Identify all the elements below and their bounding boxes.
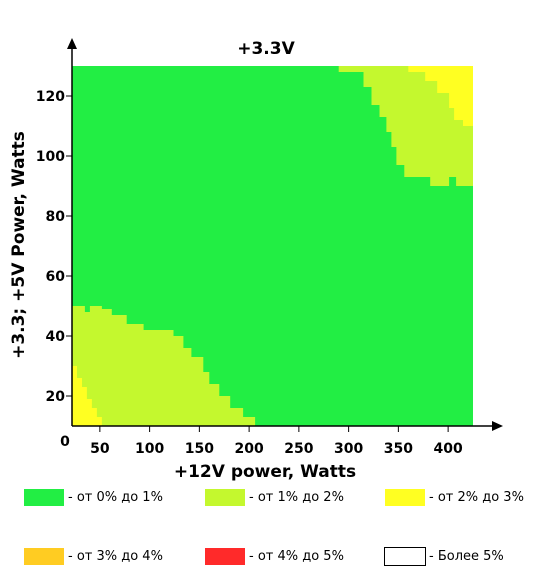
x-tick-label: 400 (434, 441, 463, 457)
x-tick-label: 300 (334, 441, 363, 457)
x-tick-label: 350 (384, 441, 413, 457)
y-tick-label: 40 (46, 329, 66, 345)
x-tick-label: 50 (90, 441, 110, 457)
chart-title: +3.3V (237, 39, 295, 59)
y-tick-label: 80 (46, 209, 66, 225)
y-axis-label: +3.3; +5V Power, Watts (9, 131, 29, 359)
y-tick-label: 20 (46, 389, 66, 405)
y-tick-label: 60 (46, 269, 66, 285)
heatmap-region (72, 366, 102, 426)
x-tick-label: 250 (284, 441, 313, 457)
x-tick-label: 150 (185, 441, 214, 457)
y-tick-label: 120 (36, 89, 65, 105)
y-axis-arrow (67, 38, 77, 49)
heatmap-region (333, 66, 473, 186)
axes: 50 100 150 200 250 300 350 400 20 40 60 80 100 120 (36, 38, 503, 457)
x-tick-label: 100 (135, 441, 164, 457)
x-tick-label: 200 (234, 441, 263, 457)
x-axis-label: +12V power, Watts (174, 462, 356, 482)
x-axis-arrow (492, 421, 503, 431)
origin-label: 0 (60, 434, 70, 450)
y-tick-label: 100 (36, 149, 65, 165)
heatmap-region (72, 306, 256, 426)
heatmap-region (373, 66, 473, 126)
plot-area (72, 66, 473, 426)
